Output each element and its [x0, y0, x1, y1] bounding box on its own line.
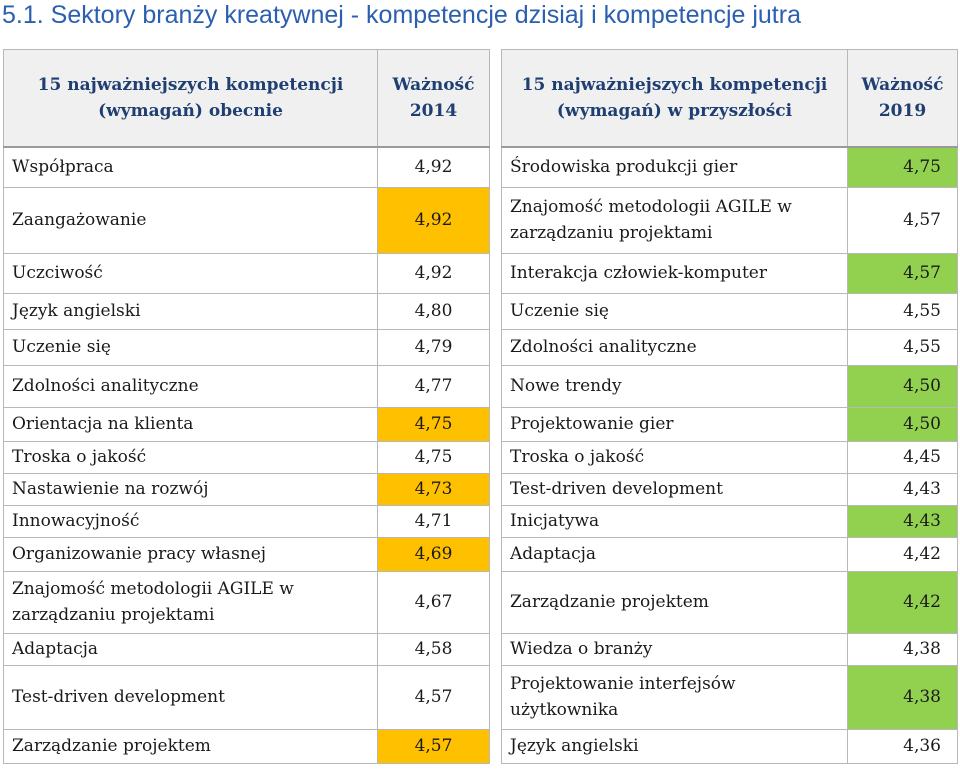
header-competencies-future: 15 najważniejszych kompetencji (wymagań)…	[501, 49, 848, 148]
competency-name: Środowiska produkcji gier	[501, 146, 848, 188]
importance-value: 4,80	[377, 292, 490, 330]
table-row: Projektowanie interfejsów użytkownika 4,3…	[501, 664, 958, 730]
current-competencies-table: 15 najważniejszych kompetencji (wymagań)…	[3, 49, 490, 764]
table-header-row: 15 najważniejszych kompetencji (wymagań)…	[3, 49, 490, 148]
table-row: Zarządzanie projektem 4,57	[3, 728, 490, 764]
header-importance-2019: Ważność 2019	[847, 49, 958, 148]
importance-value: 4,75	[377, 440, 490, 474]
importance-value: 4,38	[847, 632, 958, 666]
importance-value: 4,75	[377, 406, 490, 442]
competency-name: Język angielski	[501, 728, 848, 764]
table-row: Orientacja na klienta 4,75	[3, 406, 490, 442]
importance-value: 4,67	[377, 570, 490, 634]
competency-name: Zarządzanie projektem	[501, 570, 848, 634]
competency-name: Organizowanie pracy własnej	[3, 536, 378, 572]
competency-name: Troska o jakość	[3, 440, 378, 474]
table-row: Wiedza o branży 4,38	[501, 632, 958, 666]
table-row: Test-driven development 4,57	[3, 664, 490, 730]
importance-value: 4,75	[847, 146, 958, 188]
competency-name: Orientacja na klienta	[3, 406, 378, 442]
competency-name: Zdolności analityczne	[3, 364, 378, 408]
importance-value: 4,58	[377, 632, 490, 666]
competency-name: Troska o jakość	[501, 440, 848, 474]
importance-value: 4,43	[847, 472, 958, 506]
importance-value: 4,92	[377, 252, 490, 294]
importance-value: 4,55	[847, 292, 958, 330]
table-row: Uczenie się 4,55	[501, 292, 958, 330]
competency-name: Współpraca	[3, 146, 378, 188]
table-row: Adaptacja 4,42	[501, 536, 958, 572]
competency-name: Wiedza o branży	[501, 632, 848, 666]
table-row: Projektowanie gier 4,50	[501, 406, 958, 442]
table-row: Uczenie się 4,79	[3, 328, 490, 366]
importance-value: 4,69	[377, 536, 490, 572]
importance-value: 4,71	[377, 504, 490, 538]
importance-value: 4,50	[847, 406, 958, 442]
table-row: Język angielski 4,80	[3, 292, 490, 330]
competency-name: Adaptacja	[3, 632, 378, 666]
competency-name: Znajomość metodologii AGILE w zarządzani…	[501, 186, 848, 254]
competency-name: Interakcja człowiek-komputer	[501, 252, 848, 294]
importance-value: 4,57	[847, 186, 958, 254]
table-row: Adaptacja 4,58	[3, 632, 490, 666]
table-row: Inicjatywa 4,43	[501, 504, 958, 538]
table-row: Test-driven development 4,43	[501, 472, 958, 506]
table-row: Nastawienie na rozwój 4,73	[3, 472, 490, 506]
importance-value: 4,38	[847, 664, 958, 730]
importance-value: 4,43	[847, 504, 958, 538]
importance-value: 4,79	[377, 328, 490, 366]
table-row: Zdolności analityczne 4,55	[501, 328, 958, 366]
importance-value: 4,73	[377, 472, 490, 506]
competency-name: Test-driven development	[3, 664, 378, 730]
table-row: Środowiska produkcji gier 4,75	[501, 146, 958, 188]
table-row: Zdolności analityczne 4,77	[3, 364, 490, 408]
table-row: Język angielski 4,36	[501, 728, 958, 764]
importance-value: 4,45	[847, 440, 958, 474]
competency-name: Uczenie się	[501, 292, 848, 330]
competency-name: Zdolności analityczne	[501, 328, 848, 366]
competency-name: Innowacyjność	[3, 504, 378, 538]
importance-value: 4,57	[847, 252, 958, 294]
future-competencies-table: 15 najważniejszych kompetencji (wymagań)…	[501, 49, 958, 764]
importance-value: 4,50	[847, 364, 958, 408]
importance-value: 4,77	[377, 364, 490, 408]
table-row: Znajomość metodologii AGILE w zarządzani…	[3, 570, 490, 634]
importance-value: 4,42	[847, 536, 958, 572]
header-competencies-current: 15 najważniejszych kompetencji (wymagań)…	[3, 49, 378, 148]
table-row: Zarządzanie projektem 4,42	[501, 570, 958, 634]
page-title: 5.1. Sektory branży kreatywnej - kompete…	[2, 1, 801, 29]
table-row: Troska o jakość 4,75	[3, 440, 490, 474]
competency-name: Zarządzanie projektem	[3, 728, 378, 764]
competency-name: Projektowanie gier	[501, 406, 848, 442]
competency-name: Uczciwość	[3, 252, 378, 294]
importance-value: 4,92	[377, 186, 490, 254]
competency-name: Nowe trendy	[501, 364, 848, 408]
table-row: Znajomość metodologii AGILE w zarządzani…	[501, 186, 958, 254]
importance-value: 4,36	[847, 728, 958, 764]
importance-value: 4,57	[377, 728, 490, 764]
competency-name: Znajomość metodologii AGILE w zarządzani…	[3, 570, 378, 634]
competency-name: Zaangażowanie	[3, 186, 378, 254]
competency-name: Inicjatywa	[501, 504, 848, 538]
importance-value: 4,92	[377, 146, 490, 188]
table-row: Uczciwość 4,92	[3, 252, 490, 294]
competency-name: Test-driven development	[501, 472, 848, 506]
header-importance-2014: Ważność 2014	[377, 49, 490, 148]
table-row: Organizowanie pracy własnej 4,69	[3, 536, 490, 572]
competency-name: Język angielski	[3, 292, 378, 330]
competency-name: Uczenie się	[3, 328, 378, 366]
importance-value: 4,42	[847, 570, 958, 634]
competency-name: Projektowanie interfejsów użytkownika	[501, 664, 848, 730]
table-row: Troska o jakość 4,45	[501, 440, 958, 474]
table-row: Innowacyjność 4,71	[3, 504, 490, 538]
table-row: Zaangażowanie 4,92	[3, 186, 490, 254]
competency-name: Nastawienie na rozwój	[3, 472, 378, 506]
table-row: Współpraca 4,92	[3, 146, 490, 188]
importance-value: 4,55	[847, 328, 958, 366]
table-header-row: 15 najważniejszych kompetencji (wymagań)…	[501, 49, 958, 148]
importance-value: 4,57	[377, 664, 490, 730]
competency-name: Adaptacja	[501, 536, 848, 572]
table-row: Interakcja człowiek-komputer 4,57	[501, 252, 958, 294]
table-row: Nowe trendy 4,50	[501, 364, 958, 408]
